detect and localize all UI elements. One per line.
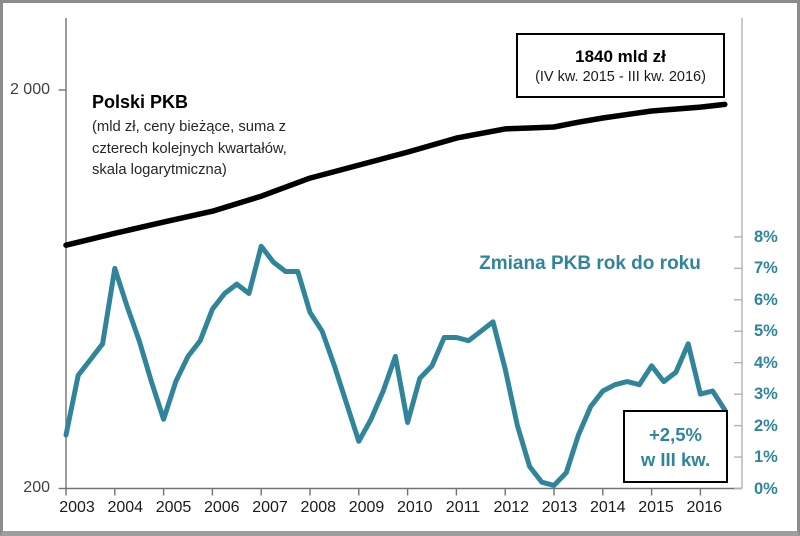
year-label-2005: 2005 — [155, 499, 192, 516]
left-axis-label-2000: 2 000 — [9, 81, 50, 98]
pct-label-4: 4% — [754, 354, 778, 372]
growth-series-label: Zmiana PKB rok do roku — [479, 253, 701, 274]
pct-label-6: 6% — [754, 291, 778, 309]
chart-title: Polski PKB — [92, 92, 189, 112]
pct-label-3: 3% — [754, 385, 778, 403]
year-label-2008: 2008 — [300, 499, 337, 516]
year-label-2014: 2014 — [589, 499, 626, 516]
left-axis-label-200: 200 — [23, 479, 50, 496]
pct-label-8: 8% — [754, 228, 778, 246]
year-label-2015: 2015 — [638, 499, 674, 516]
year-label-2010: 2010 — [396, 499, 433, 516]
pct-label-0: 0% — [754, 480, 778, 498]
year-label-2009: 2009 — [348, 499, 385, 516]
gdp-annotation-box: 1840 mld zł (IV kw. 2015 - III kw. 2016) — [516, 33, 725, 98]
subtitle-line-2: czterech kolejnych kwartałów, — [92, 140, 287, 157]
year-label-2012: 2012 — [493, 499, 530, 516]
year-label-2013: 2013 — [541, 499, 578, 516]
growth-annotation-period: w III kw. — [640, 448, 711, 470]
year-label-2011: 2011 — [445, 499, 481, 516]
pct-label-5: 5% — [754, 322, 778, 340]
pct-label-7: 7% — [754, 259, 778, 277]
growth-annotation-box: +2,5% w III kw. — [623, 410, 728, 483]
gdp-line — [63, 101, 728, 248]
year-label-2016: 2016 — [686, 499, 723, 516]
subtitle-line-1: (mld zł, ceny bieżące, suma z — [92, 119, 287, 135]
gdp-annotation-period: (IV kw. 2015 - III kw. 2016) — [535, 68, 706, 85]
year-label-2004: 2004 — [107, 499, 144, 516]
year-label-2006: 2006 — [203, 499, 240, 516]
growth-annotation-value: +2,5% — [649, 423, 702, 445]
chart-subtitle: (mld zł, ceny bieżące, suma z czterech k… — [92, 117, 392, 182]
pct-label-2: 2% — [754, 417, 778, 435]
title-block: Polski PKB (mld zł, ceny bieżące, suma z… — [92, 92, 392, 182]
year-label-2003: 2003 — [59, 499, 95, 516]
year-label-2007: 2007 — [252, 499, 288, 516]
pct-label-1: 1% — [754, 448, 778, 466]
subtitle-line-3: skala logarytmiczna) — [92, 162, 227, 178]
growth-line — [63, 243, 728, 488]
gdp-annotation-value: 1840 mld zł — [575, 46, 666, 66]
